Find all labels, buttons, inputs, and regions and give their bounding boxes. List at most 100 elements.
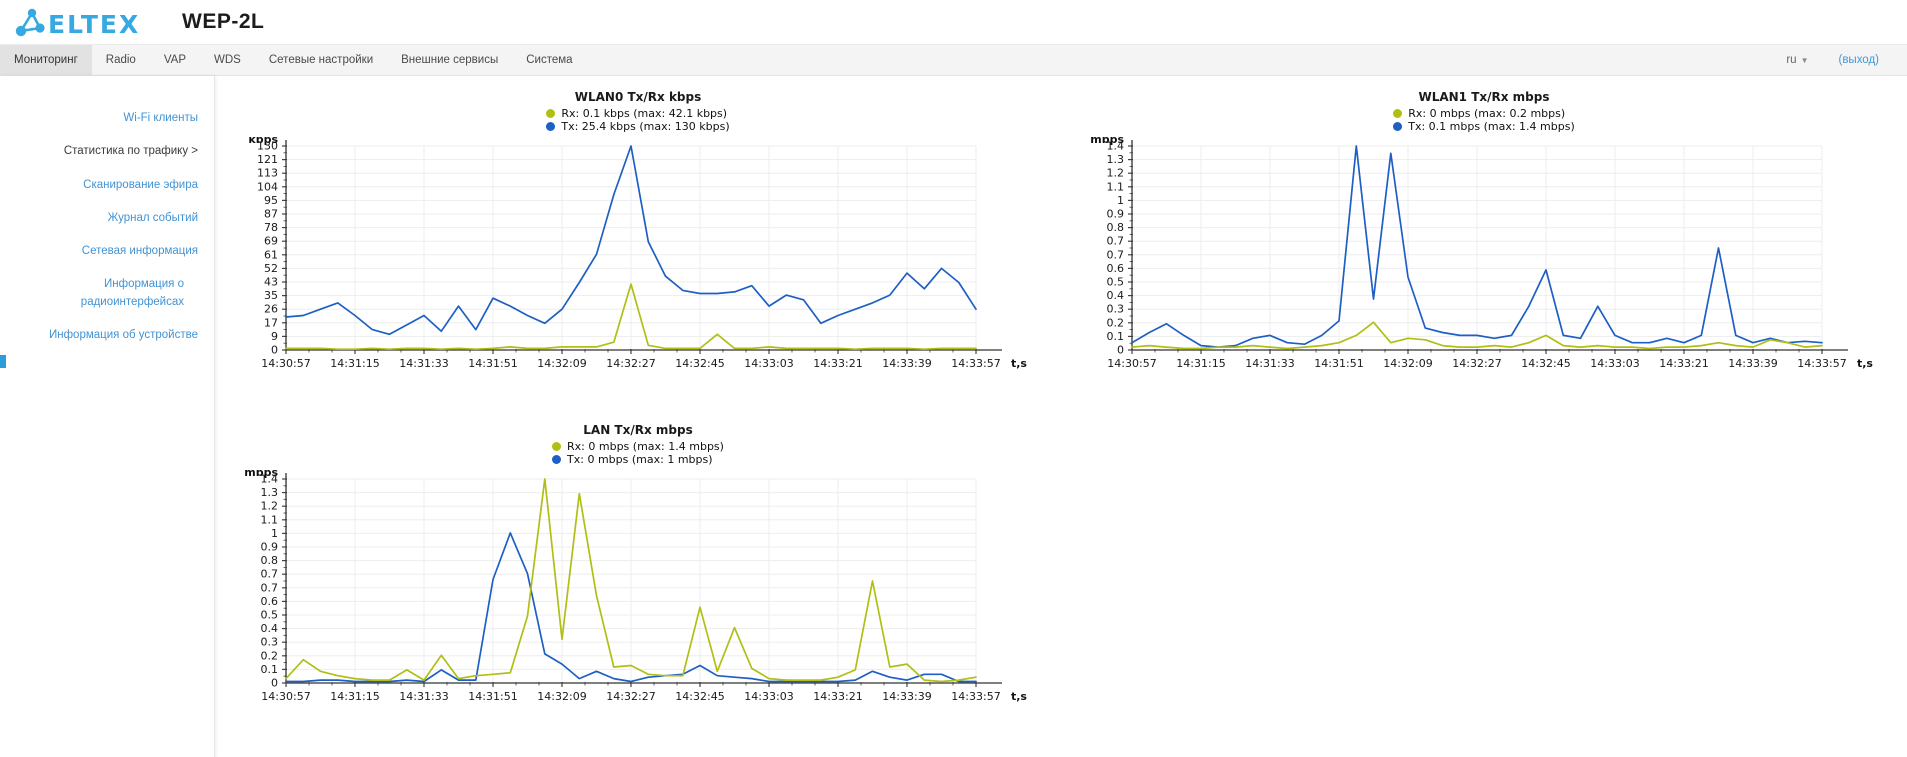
legend-rx-label: Rx: 0 mbps (max: 0.2 mbps) xyxy=(1408,107,1566,120)
svg-text:14:31:51: 14:31:51 xyxy=(468,357,517,370)
svg-text:14:31:33: 14:31:33 xyxy=(399,357,448,370)
sidebar-item-traffic-statistics[interactable]: Статистика по трафику > xyxy=(63,145,198,158)
svg-text:14:33:03: 14:33:03 xyxy=(744,357,793,370)
logout-link[interactable]: (выход) xyxy=(1838,54,1879,66)
tab-wds[interactable]: WDS xyxy=(214,54,241,66)
svg-text:26: 26 xyxy=(264,303,278,316)
svg-text:14:32:27: 14:32:27 xyxy=(606,357,655,370)
svg-text:14:31:15: 14:31:15 xyxy=(1176,357,1225,370)
language-selector[interactable]: ru ▼ xyxy=(1786,54,1808,66)
svg-text:69: 69 xyxy=(264,235,278,248)
legend-rx-dot-icon xyxy=(1393,109,1403,118)
legend-tx-label: Tx: 0.1 mbps (max: 1.4 mbps) xyxy=(1408,120,1575,133)
svg-text:t,s: t,s xyxy=(1011,357,1027,370)
svg-text:61: 61 xyxy=(264,248,278,261)
sidebar-item-network-information[interactable]: Сетевая информация xyxy=(81,245,198,257)
svg-text:1.4: 1.4 xyxy=(1107,140,1125,153)
chevron-down-icon: ▼ xyxy=(1800,55,1809,65)
svg-text:52: 52 xyxy=(264,262,278,275)
svg-text:kbps: kbps xyxy=(248,137,278,146)
sidebar-item-radio-interfaces-information[interactable]: Информация о радиоинтерфейсах xyxy=(80,278,184,308)
svg-text:mbps: mbps xyxy=(244,470,278,479)
svg-text:1.1: 1.1 xyxy=(1107,180,1125,193)
svg-text:0.2: 0.2 xyxy=(261,649,279,662)
empty-grid-cell xyxy=(1061,423,1907,710)
svg-text:14:31:33: 14:31:33 xyxy=(399,690,448,703)
legend-tx-dot-icon xyxy=(546,122,556,131)
legend-rx-dot-icon xyxy=(552,442,562,451)
svg-text:1.4: 1.4 xyxy=(261,473,279,486)
svg-text:14:33:39: 14:33:39 xyxy=(882,690,931,703)
svg-text:0.2: 0.2 xyxy=(1107,316,1125,329)
svg-text:14:33:03: 14:33:03 xyxy=(744,690,793,703)
svg-text:95: 95 xyxy=(264,194,278,207)
svg-text:t,s: t,s xyxy=(1857,357,1873,370)
svg-text:14:31:51: 14:31:51 xyxy=(1314,357,1363,370)
svg-text:14:30:57: 14:30:57 xyxy=(1107,357,1156,370)
legend-tx-dot-icon xyxy=(1393,122,1403,131)
svg-text:14:33:21: 14:33:21 xyxy=(813,690,862,703)
svg-text:113: 113 xyxy=(257,167,278,180)
svg-text:0: 0 xyxy=(271,344,278,357)
svg-text:1: 1 xyxy=(1117,194,1124,207)
sidebar-item-wifi-clients[interactable]: Wi-Fi клиенты xyxy=(123,112,198,124)
svg-text:14:33:39: 14:33:39 xyxy=(1728,357,1777,370)
tab-vap[interactable]: VAP xyxy=(163,54,187,66)
eltex-logo: ELTEX xyxy=(12,4,140,40)
svg-text:0.1: 0.1 xyxy=(261,663,279,676)
svg-text:14:32:27: 14:32:27 xyxy=(606,690,655,703)
svg-text:0.6: 0.6 xyxy=(261,595,279,608)
tab-external-services[interactable]: Внешние сервисы xyxy=(401,54,499,66)
svg-text:14:32:45: 14:32:45 xyxy=(675,357,724,370)
legend-row-rx: Rx: 0 mbps (max: 1.4 mbps) xyxy=(552,440,724,453)
svg-text:0: 0 xyxy=(1117,344,1124,357)
svg-text:14:33:57: 14:33:57 xyxy=(951,690,1000,703)
svg-text:0.3: 0.3 xyxy=(1107,303,1125,316)
sidebar-item-event-log[interactable]: Журнал событий xyxy=(107,211,198,224)
chart-wlan1: WLAN1 Tx/Rx mbps Rx: 0 mbps (max: 0.2 mb… xyxy=(1061,90,1907,377)
svg-text:14:33:03: 14:33:03 xyxy=(1590,357,1639,370)
svg-text:14:33:21: 14:33:21 xyxy=(1659,357,1708,370)
sidebar-item-device-information[interactable]: Информация об устройстве xyxy=(48,328,198,341)
tab-network-settings[interactable]: Сетевые настройки xyxy=(268,54,374,66)
app-header: ELTEX WEP-2L xyxy=(0,0,1907,44)
legend-tx-dot-icon xyxy=(552,455,562,464)
svg-text:0.8: 0.8 xyxy=(261,554,279,567)
svg-text:14:32:45: 14:32:45 xyxy=(675,690,724,703)
svg-text:1.3: 1.3 xyxy=(1107,153,1125,166)
chart-wlan0: WLAN0 Tx/Rx kbps Rx: 0.1 kbps (max: 42.1… xyxy=(215,90,1061,377)
legend-rx-label: Rx: 0.1 kbps (max: 42.1 kbps) xyxy=(561,107,728,120)
svg-text:1.1: 1.1 xyxy=(261,513,279,526)
svg-text:0: 0 xyxy=(271,677,278,690)
legend-rx-label: Rx: 0 mbps (max: 1.4 mbps) xyxy=(567,440,724,453)
svg-text:121: 121 xyxy=(257,153,278,166)
chart-title: WLAN1 Tx/Rx mbps xyxy=(1418,90,1550,104)
sidebar-item-air-scan[interactable]: Сканирование эфира xyxy=(83,178,198,191)
charts-grid: WLAN0 Tx/Rx kbps Rx: 0.1 kbps (max: 42.1… xyxy=(215,90,1907,710)
eltex-logo-icon: ELTEX xyxy=(15,8,138,39)
legend-row-tx: Tx: 25.4 kbps (max: 130 kbps) xyxy=(546,120,730,133)
svg-text:14:33:57: 14:33:57 xyxy=(1797,357,1846,370)
svg-text:14:33:57: 14:33:57 xyxy=(951,357,1000,370)
legend-row-tx: Tx: 0 mbps (max: 1 mbps) xyxy=(552,453,724,466)
tab-system[interactable]: Система xyxy=(526,54,573,66)
svg-text:1.2: 1.2 xyxy=(1107,167,1125,180)
tab-monitoring[interactable]: Мониторинг xyxy=(0,45,92,75)
nav-right: ru ▼ (выход) xyxy=(1786,45,1907,75)
chart-lan: LAN Tx/Rx mbps Rx: 0 mbps (max: 1.4 mbps… xyxy=(215,423,1061,710)
svg-text:43: 43 xyxy=(264,276,278,289)
svg-text:0.9: 0.9 xyxy=(1107,208,1125,221)
svg-text:0.7: 0.7 xyxy=(261,568,279,581)
svg-text:0.7: 0.7 xyxy=(1107,235,1125,248)
legend-tx-label: Tx: 0 mbps (max: 1 mbps) xyxy=(567,453,713,466)
svg-text:14:31:51: 14:31:51 xyxy=(468,690,517,703)
chart-legend: Rx: 0.1 kbps (max: 42.1 kbps) Tx: 25.4 k… xyxy=(546,107,730,133)
svg-text:9: 9 xyxy=(271,330,278,343)
svg-text:14:32:09: 14:32:09 xyxy=(537,690,586,703)
svg-text:14:33:21: 14:33:21 xyxy=(813,357,862,370)
tab-radio[interactable]: Radio xyxy=(105,54,136,66)
svg-text:130: 130 xyxy=(257,140,278,153)
legend-row-tx: Tx: 0.1 mbps (max: 1.4 mbps) xyxy=(1393,120,1575,133)
left-edge-accent xyxy=(0,355,6,368)
chart-title: LAN Tx/Rx mbps xyxy=(583,423,693,437)
